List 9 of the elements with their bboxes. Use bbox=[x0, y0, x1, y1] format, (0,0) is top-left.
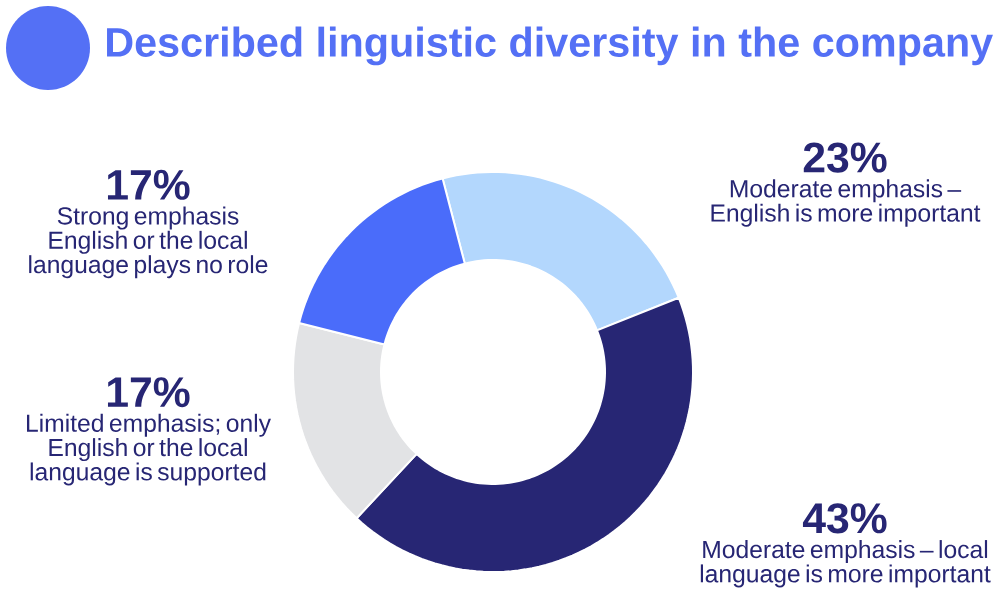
data-label: 17% bbox=[107, 169, 190, 200]
data-label: 23% bbox=[803, 142, 887, 173]
slice-label: Limited emphasis; only English or the local language is supported bbox=[27, 413, 271, 486]
slice-label: Strong emphasis English or the local language plays no role bbox=[29, 206, 268, 279]
slice-label: Moderate emphasis – English is more important bbox=[711, 179, 981, 227]
chart-title: Described linguistic diversity in the company bbox=[107, 26, 993, 66]
data-label: 43% bbox=[802, 503, 887, 534]
slice-label: Moderate emphasis – local language is more important bbox=[700, 540, 991, 588]
data-label: 17% bbox=[107, 377, 190, 408]
